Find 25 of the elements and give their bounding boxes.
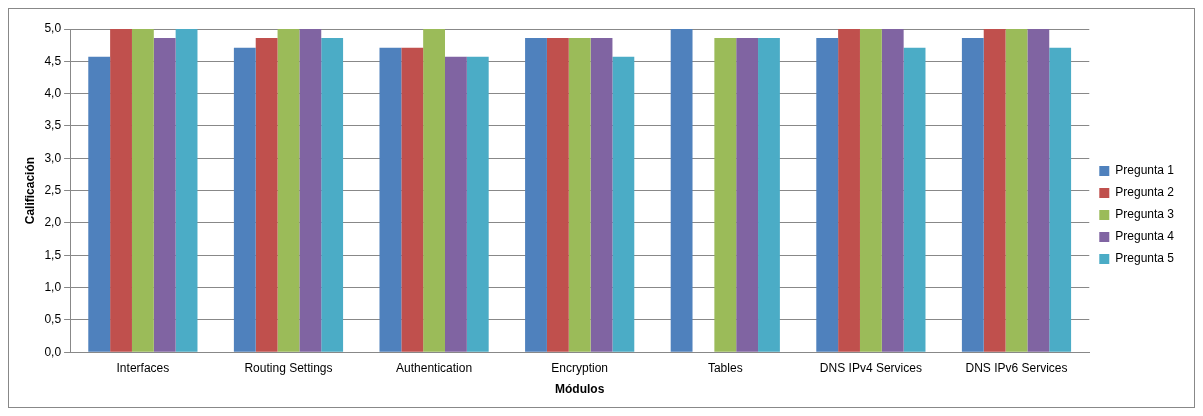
- x-tick-label: Encryption: [551, 360, 609, 375]
- legend-label: Pregunta 5: [1115, 251, 1175, 266]
- x-axis-title: Módulos: [555, 382, 605, 397]
- legend-label: Pregunta 2: [1115, 185, 1175, 200]
- y-tick-label: 3,0: [44, 150, 62, 165]
- legend-label: Pregunta 3: [1115, 207, 1175, 222]
- y-tick-label: 3,5: [44, 118, 62, 133]
- legend-label: Pregunta 4: [1115, 229, 1175, 244]
- y-tick-label: 1,0: [44, 279, 62, 294]
- x-tick-label: Interfaces: [116, 360, 170, 375]
- legend-label: Pregunta 1: [1115, 163, 1175, 178]
- y-tick-label: 0,5: [44, 312, 62, 327]
- x-tick-label: DNS IPv4 Services: [819, 360, 922, 375]
- y-tick-label: 2,0: [44, 215, 62, 230]
- y-axis-title: Calificación: [22, 156, 37, 225]
- y-tick-label: 0,0: [44, 344, 62, 359]
- x-tick-label: Routing Settings: [244, 360, 333, 375]
- x-tick-label: DNS IPv6 Services: [965, 360, 1068, 375]
- y-tick-label: 4,5: [44, 53, 62, 68]
- y-tick-label: 4,0: [44, 85, 62, 100]
- x-tick-label: Tables: [707, 360, 743, 375]
- y-tick-label: 1,5: [44, 247, 62, 262]
- y-tick-label: 5,0: [44, 21, 62, 36]
- x-tick-label: Authentication: [396, 360, 473, 375]
- y-tick-label: 2,5: [44, 182, 62, 197]
